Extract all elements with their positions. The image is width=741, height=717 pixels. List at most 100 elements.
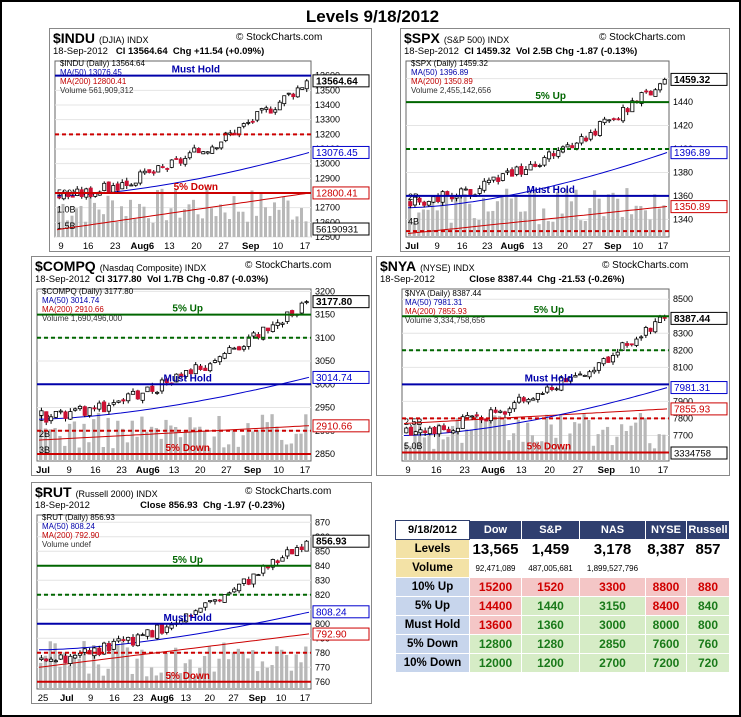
candle-body bbox=[208, 363, 213, 372]
volume-bar bbox=[488, 413, 492, 461]
volume-tag-label: 56190931 bbox=[316, 225, 358, 236]
volume-bar bbox=[286, 200, 290, 237]
y-tick-label: 850 bbox=[315, 546, 330, 556]
candle-body bbox=[573, 375, 578, 378]
x-tick-label: 13 bbox=[164, 241, 175, 252]
candle-body bbox=[174, 373, 179, 383]
price-tag-label: 7855.93 bbox=[674, 404, 711, 415]
table-header-date: 9/18/2012 bbox=[395, 520, 470, 540]
volume-bar bbox=[544, 414, 549, 461]
volume-bar bbox=[304, 646, 308, 689]
price-tag-label: 1396.89 bbox=[674, 148, 711, 159]
volume-bar bbox=[70, 215, 74, 237]
table-cell: 1,899,527,796 bbox=[579, 558, 646, 578]
volume-bar bbox=[289, 670, 294, 689]
table-header-russell: Russell bbox=[686, 520, 730, 540]
candle-body bbox=[445, 191, 450, 196]
price-tag bbox=[312, 370, 370, 384]
volume-bar bbox=[516, 419, 520, 461]
y-tick-label: 1340 bbox=[673, 214, 693, 224]
nya-chart-panel: 7600770078007900800081008200830084008500… bbox=[376, 256, 730, 476]
candle-body bbox=[593, 130, 598, 136]
volume-bar bbox=[605, 426, 610, 461]
candle-body bbox=[179, 373, 184, 377]
volume-bar bbox=[630, 214, 634, 237]
volume-bar bbox=[214, 216, 218, 237]
volume-bar bbox=[217, 658, 221, 689]
volume-bar bbox=[500, 196, 504, 237]
table-cell: 3300 bbox=[579, 577, 646, 597]
volume-bar bbox=[486, 211, 490, 237]
candle-body bbox=[259, 108, 264, 111]
candle-body bbox=[255, 111, 260, 121]
volume-bar bbox=[509, 198, 513, 237]
volume-bar bbox=[417, 212, 421, 237]
candle-body bbox=[58, 654, 63, 660]
x-tick-label: 23 bbox=[116, 465, 127, 476]
volume-tick-label: 1.5B bbox=[57, 221, 76, 231]
volume-bar bbox=[82, 423, 86, 461]
volume-tag bbox=[670, 446, 728, 460]
candle-body bbox=[413, 431, 418, 436]
x-tick-label: 10 bbox=[633, 241, 644, 252]
volume-bar bbox=[653, 194, 657, 237]
volume-bar bbox=[140, 649, 144, 689]
candle-body bbox=[460, 416, 465, 429]
table-cell: 720 bbox=[686, 653, 730, 673]
candle-body bbox=[275, 322, 280, 326]
x-tick-label: 20 bbox=[544, 465, 555, 476]
candle-body bbox=[578, 373, 583, 376]
candle-body bbox=[542, 157, 547, 166]
volume-bar bbox=[412, 222, 416, 237]
candle-body bbox=[219, 141, 224, 149]
candle-body bbox=[201, 151, 206, 155]
x-tick-label: 17 bbox=[658, 465, 669, 476]
volume-bar bbox=[579, 220, 583, 237]
candle-body bbox=[295, 87, 300, 98]
level-label: Must Hold bbox=[164, 613, 212, 624]
volume-bar bbox=[474, 415, 478, 461]
price-tag bbox=[670, 200, 728, 214]
table-row: Volume 92,471,089 487,005,681 1,899,527,796 bbox=[395, 558, 730, 578]
table-cell: 13,565 bbox=[469, 539, 522, 559]
volume-bar bbox=[58, 435, 62, 461]
volume-bar bbox=[178, 437, 183, 461]
levels-table: 9/18/2012 Dow S&P NAS NYSE Russell Level… bbox=[395, 520, 730, 673]
volume-bar bbox=[232, 196, 236, 237]
plot-area bbox=[401, 288, 670, 462]
x-tick-label: 9 bbox=[88, 693, 93, 704]
volume-bar bbox=[601, 429, 605, 461]
indu-chart-svg: 1250012600127001280012900130001310013200… bbox=[54, 60, 370, 252]
table-cell: 880 bbox=[686, 577, 730, 597]
candle-body bbox=[422, 201, 427, 206]
candle-body bbox=[648, 90, 653, 96]
candle-body bbox=[514, 166, 519, 175]
table-row-label: 10% Up bbox=[395, 577, 470, 597]
candle-body bbox=[250, 120, 255, 123]
volume-bar bbox=[174, 647, 178, 689]
candle-body bbox=[265, 327, 271, 332]
volume-bar bbox=[246, 221, 249, 237]
volume-bar bbox=[611, 192, 615, 237]
volume-tick-label: 5.0B bbox=[404, 441, 423, 451]
volume-bar bbox=[227, 444, 231, 461]
candle-body bbox=[625, 343, 630, 346]
table-cell: 1280 bbox=[521, 634, 580, 654]
candle-body bbox=[441, 425, 446, 431]
candle-body bbox=[188, 369, 193, 375]
y-tick-label: 13200 bbox=[315, 129, 340, 139]
candle-body bbox=[643, 327, 648, 336]
table-cell: 760 bbox=[686, 634, 730, 654]
candle-body bbox=[493, 409, 498, 413]
volume-bar bbox=[277, 209, 281, 237]
y-tick-label: 13500 bbox=[315, 85, 340, 95]
volume-bar bbox=[53, 643, 57, 689]
level-label: 5% Down bbox=[527, 441, 571, 452]
volume-bar bbox=[568, 433, 572, 461]
candle-body bbox=[87, 407, 92, 416]
candle-body bbox=[198, 607, 203, 613]
x-tick-label: 23 bbox=[459, 465, 470, 476]
y-tick-label: 7700 bbox=[673, 430, 693, 440]
volume-bar bbox=[436, 423, 441, 461]
table-row: 5% Up 14400 1440 3150 8400 840 bbox=[395, 596, 730, 616]
